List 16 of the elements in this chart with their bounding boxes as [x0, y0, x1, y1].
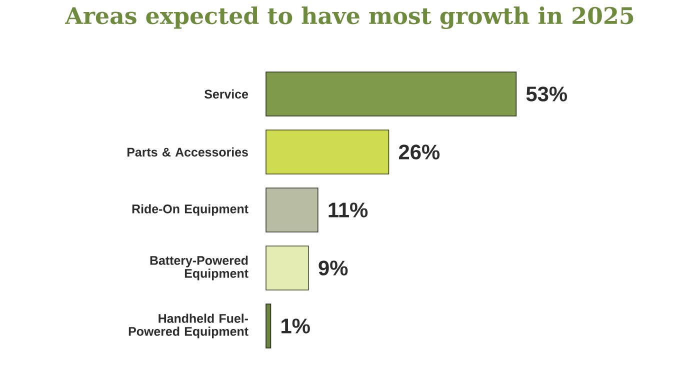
bar	[266, 188, 318, 232]
chart-title: Areas expected to have most growth in 2025	[64, 6, 634, 30]
data-label: 26%	[398, 144, 440, 160]
data-label: 11%	[328, 202, 368, 218]
bar	[266, 130, 390, 174]
y-tick-label: Battery-Powered Equipment	[150, 256, 248, 280]
y-tick-label: Ride-On Equipment	[132, 204, 248, 216]
data-label: 1%	[282, 318, 310, 334]
bar	[266, 72, 517, 116]
data-label: 9%	[318, 260, 348, 276]
y-tick-label: Handheld Fuel-Powered Equipment	[128, 314, 248, 338]
bar	[266, 304, 272, 348]
y-tick-label: Parts & Accessories	[127, 147, 248, 157]
bar	[266, 246, 309, 290]
y-tick-label: Service	[204, 89, 248, 99]
data-label: 53%	[526, 86, 567, 102]
